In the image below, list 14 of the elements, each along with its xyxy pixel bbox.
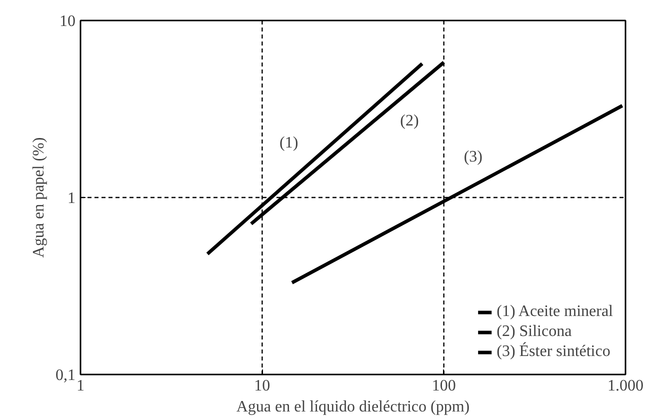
y-tick-label: 1 [68, 190, 76, 207]
legend-label: (3) Éster sintético [496, 343, 610, 361]
y-axis-title: Agua en papel (%) [30, 137, 48, 258]
legend-label: (1) Aceite mineral [496, 303, 613, 321]
y-tick-label: 10 [60, 13, 76, 30]
x-tick-label: 1.000 [608, 378, 644, 394]
y-tick-label: 0,1 [56, 367, 76, 384]
annotation: (1) [280, 134, 298, 152]
annotation: (3) [464, 148, 482, 166]
x-tick-label: 100 [432, 378, 456, 394]
annotation: (2) [400, 112, 419, 130]
x-axis-title: Agua en el líquido dieléctrico (ppm) [236, 398, 470, 416]
legend-label: (2) Silicona [496, 323, 572, 341]
x-tick-label: 10 [254, 378, 270, 394]
